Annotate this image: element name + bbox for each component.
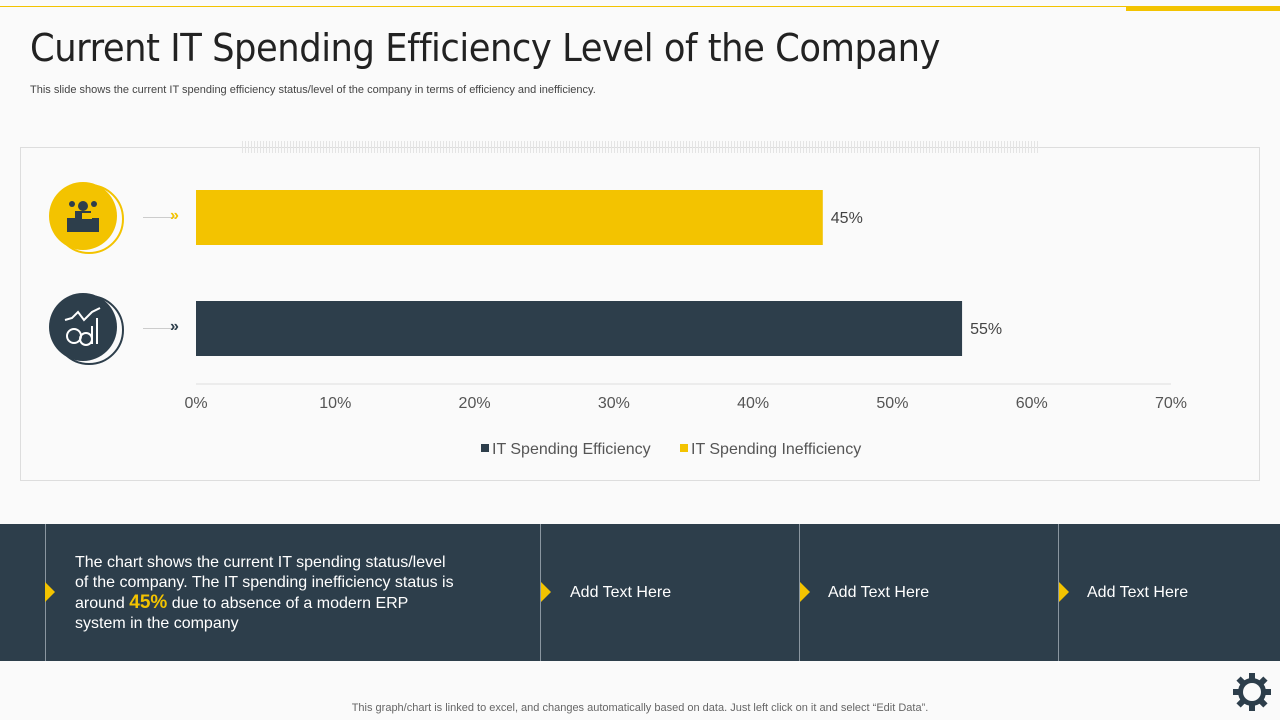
gear-icon[interactable] <box>1225 665 1279 719</box>
footer-note: This graph/chart is linked to excel, and… <box>351 702 929 714</box>
pointer-icon <box>541 582 551 602</box>
page-title: Current IT Spending Efficiency Level of … <box>30 26 940 70</box>
divider <box>540 524 541 661</box>
legend-swatch <box>481 444 489 452</box>
divider <box>1058 524 1059 661</box>
legend-label: IT Spending Efficiency <box>492 441 651 458</box>
office-worker-icon <box>49 182 117 250</box>
x-tick-label: 0% <box>184 395 207 412</box>
double-chevron-icon: » <box>170 207 179 224</box>
connector-line <box>143 328 175 329</box>
bottom-info-band: The chart shows the current IT spending … <box>0 524 1280 661</box>
summary-text: The chart shows the current IT spending … <box>75 554 454 632</box>
x-tick-label: 60% <box>1016 395 1048 412</box>
top-accent-bar <box>1126 6 1280 11</box>
data-label: 55% <box>970 321 1002 338</box>
pointer-icon <box>45 582 55 602</box>
x-tick-label: 40% <box>737 395 769 412</box>
x-tick-label: 30% <box>598 395 630 412</box>
divider <box>799 524 800 661</box>
bar-chart: 45% 55% 0% 10% 20% 30% 40% 50% 60% 70% IT Spending… <box>184 190 1187 458</box>
x-tick-label: 20% <box>459 395 491 412</box>
top-line <box>0 6 1280 7</box>
pointer-icon <box>800 582 810 602</box>
text-box-1[interactable]: Add Text Here <box>570 584 672 601</box>
pointer-icon <box>1059 582 1069 602</box>
legend-swatch <box>680 444 688 452</box>
connector-line <box>143 217 175 218</box>
text-box-2[interactable]: Add Text Here <box>828 584 930 601</box>
x-tick-label: 50% <box>876 395 908 412</box>
bar <box>196 301 963 356</box>
x-tick-label: 70% <box>1155 395 1187 412</box>
panel-hatch-decoration <box>242 141 1038 153</box>
page-subtitle: This slide shows the current IT spending… <box>30 84 596 96</box>
bar <box>196 190 823 245</box>
data-label: 45% <box>831 210 863 227</box>
highlight-value: 45% <box>129 592 168 613</box>
double-chevron-icon: » <box>170 318 179 335</box>
legend-label: IT Spending Inefficiency <box>691 441 861 458</box>
gears-growth-chart-icon <box>49 293 117 361</box>
text-box-3[interactable]: Add Text Here <box>1087 584 1189 601</box>
x-tick-label: 10% <box>319 395 351 412</box>
